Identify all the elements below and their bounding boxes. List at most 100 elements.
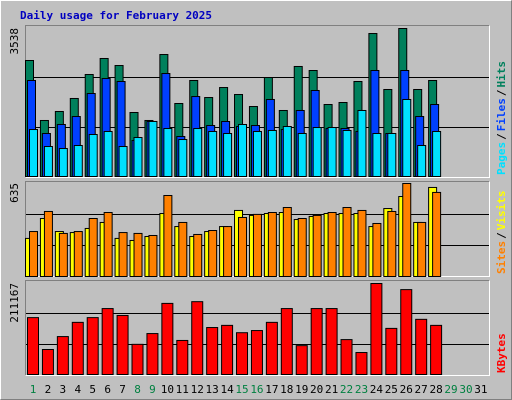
bar [86,317,99,376]
bar [342,207,352,277]
bar [27,317,39,376]
bar [56,336,69,376]
legend-entry: Hits [495,61,508,88]
bar [29,129,38,177]
x-tick-label: 11 [176,383,189,396]
bar [71,321,84,376]
bar [400,289,413,375]
bar [208,230,218,278]
bar [310,308,323,375]
x-tick-label: 7 [119,383,126,396]
bar [193,233,203,278]
x-tick-label: 28 [429,383,442,396]
bar [148,120,158,178]
bar [238,124,248,178]
bar [357,109,367,177]
x-tick-label: 17 [265,383,278,396]
x-tick-label: 10 [161,383,174,396]
x-tick-label: 2 [45,383,52,396]
bar [133,232,143,277]
legend-separator: / [495,232,508,239]
legend: KBytes [495,333,508,373]
bar [223,226,233,278]
x-tick-label: 31 [474,383,487,396]
bar [327,211,337,277]
bar [236,332,249,376]
bar [221,324,234,376]
bar [163,195,173,277]
bar [402,183,412,277]
bar [327,127,337,178]
bar [385,327,398,376]
bar [295,345,308,375]
bar [432,130,442,177]
bar [103,211,113,277]
bar [191,301,204,375]
legend-entry: Pages [495,142,508,175]
x-tick-label: 22 [340,383,353,396]
bar [103,130,113,177]
bar [58,232,68,277]
bar [238,216,248,277]
x-tick-label: 6 [104,383,111,396]
bar [432,191,442,277]
bar [88,134,98,177]
bar [267,211,277,277]
x-tick-label: 5 [89,383,96,396]
plot-frame-light [25,280,490,376]
bar [252,213,262,277]
bar [417,145,427,177]
y-tick-label: 211167 [8,283,21,323]
legend-entry: Visits [495,191,508,231]
bar [340,339,353,375]
bar [387,132,397,178]
plot-frame-light [25,25,490,178]
legend-entry: Files [495,98,508,131]
legend-entry: Sites [495,241,508,274]
x-tick-label: 20 [310,383,323,396]
bar [282,126,292,177]
bar [73,231,83,277]
bar [206,327,219,376]
x-tick-label: 9 [149,383,156,396]
bar [178,139,188,178]
bar [88,218,98,277]
bar [176,339,189,375]
bar [223,132,233,178]
bar [148,234,158,277]
bar [372,132,382,178]
bar [267,129,277,178]
bar [101,308,114,375]
x-tick-label: 16 [250,383,263,396]
bar [29,231,38,277]
bar [325,308,338,375]
bar [58,148,68,177]
plot-frame-dark [25,280,490,376]
bar [312,127,322,178]
bar [208,130,218,177]
x-tick-label: 25 [385,383,398,396]
bar [133,137,143,177]
bar [252,130,262,177]
bar [417,221,427,277]
bar [193,128,203,178]
bar [282,207,292,277]
x-tick-label: 27 [415,383,428,396]
bar [355,352,368,375]
bar [357,209,367,277]
bar [297,218,307,277]
bar [41,349,54,375]
legend: Pages/Files/Hits [495,61,508,175]
x-tick-label: 18 [280,383,293,396]
x-tick-label: 3 [60,383,67,396]
x-tick-label: 8 [134,383,141,396]
bar [265,321,278,376]
bar [297,132,307,178]
x-tick-label: 21 [325,383,338,396]
chart-title: Daily usage for February 2025 [20,9,212,22]
bar [372,222,382,278]
bar [387,210,397,277]
x-tick-label: 13 [206,383,219,396]
